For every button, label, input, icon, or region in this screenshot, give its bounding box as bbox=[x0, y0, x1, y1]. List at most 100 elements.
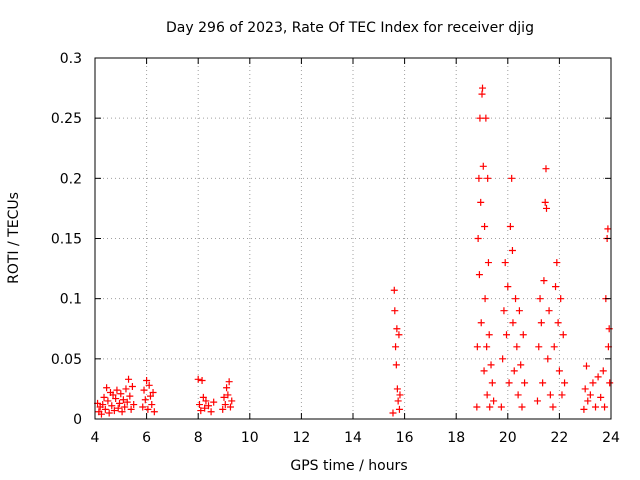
y-tick-label: 0.3 bbox=[60, 51, 82, 67]
data-point bbox=[605, 325, 613, 333]
data-point bbox=[606, 379, 614, 387]
data-point bbox=[205, 402, 213, 410]
data-point bbox=[537, 319, 545, 327]
data-point bbox=[488, 379, 496, 387]
data-point bbox=[533, 397, 541, 405]
data-point bbox=[393, 325, 401, 333]
data-point bbox=[219, 405, 227, 413]
data-point bbox=[594, 373, 602, 381]
y-axis-label: ROTI / TECUs bbox=[6, 192, 22, 284]
data-point bbox=[223, 384, 231, 392]
x-tick-label: 10 bbox=[241, 430, 259, 446]
data-point bbox=[112, 395, 120, 403]
data-point bbox=[226, 403, 234, 411]
y-tick-label: 0.2 bbox=[60, 171, 82, 187]
data-point bbox=[100, 393, 108, 401]
data-point bbox=[477, 319, 485, 327]
x-tick-label: 8 bbox=[194, 430, 203, 446]
data-point bbox=[113, 386, 121, 394]
data-point bbox=[220, 393, 228, 401]
data-point bbox=[540, 277, 548, 285]
data-point bbox=[210, 398, 218, 406]
data-point bbox=[117, 390, 125, 398]
data-points bbox=[94, 84, 614, 418]
data-point bbox=[483, 343, 491, 351]
data-point bbox=[123, 398, 131, 406]
data-point bbox=[554, 319, 562, 327]
data-point bbox=[561, 379, 569, 387]
data-point bbox=[207, 408, 215, 416]
data-point bbox=[125, 375, 133, 383]
x-tick-label: 12 bbox=[292, 430, 310, 446]
data-point bbox=[391, 307, 399, 315]
data-point bbox=[108, 402, 116, 410]
data-point bbox=[228, 397, 236, 405]
data-point bbox=[395, 405, 403, 413]
x-tick-label: 14 bbox=[344, 430, 362, 446]
data-point bbox=[140, 386, 148, 394]
data-point bbox=[482, 114, 490, 122]
data-point bbox=[481, 222, 489, 230]
data-point bbox=[103, 384, 111, 392]
data-point bbox=[559, 331, 567, 339]
data-point bbox=[485, 331, 493, 339]
data-point bbox=[519, 331, 527, 339]
data-point bbox=[144, 405, 152, 413]
data-point bbox=[475, 271, 483, 279]
data-point bbox=[477, 198, 485, 206]
data-point bbox=[582, 362, 590, 370]
x-tick-label: 4 bbox=[91, 430, 100, 446]
data-point bbox=[552, 283, 560, 291]
data-point bbox=[194, 375, 202, 383]
data-point bbox=[599, 367, 607, 375]
data-point bbox=[128, 383, 136, 391]
y-tick-label: 0.25 bbox=[51, 111, 82, 127]
data-point bbox=[126, 392, 134, 400]
data-point bbox=[557, 295, 565, 303]
data-point bbox=[99, 401, 107, 409]
data-point bbox=[514, 391, 522, 399]
data-point bbox=[201, 404, 209, 412]
data-point bbox=[500, 307, 508, 315]
data-point bbox=[393, 385, 401, 393]
data-point bbox=[392, 343, 400, 351]
data-point bbox=[490, 397, 498, 405]
data-point bbox=[499, 355, 507, 363]
data-point bbox=[481, 295, 489, 303]
data-point bbox=[508, 247, 516, 255]
data-point bbox=[487, 361, 495, 369]
data-point bbox=[584, 397, 592, 405]
data-point bbox=[597, 393, 605, 401]
data-point bbox=[478, 90, 486, 98]
data-point bbox=[480, 367, 488, 375]
data-point bbox=[474, 235, 482, 242]
data-point bbox=[553, 259, 561, 267]
data-point bbox=[549, 403, 557, 411]
data-point bbox=[601, 403, 609, 411]
x-tick-label: 22 bbox=[550, 430, 568, 446]
data-point bbox=[475, 174, 483, 182]
data-point bbox=[221, 401, 229, 409]
data-point bbox=[395, 331, 403, 339]
data-point bbox=[512, 295, 520, 303]
data-point bbox=[118, 408, 126, 416]
data-point bbox=[558, 391, 566, 399]
data-point bbox=[150, 408, 158, 416]
data-point bbox=[604, 225, 612, 233]
data-point bbox=[197, 407, 205, 415]
data-point bbox=[116, 399, 124, 407]
data-point bbox=[224, 391, 232, 399]
data-point bbox=[109, 391, 117, 399]
data-point bbox=[545, 307, 553, 315]
data-point bbox=[486, 403, 494, 411]
data-point bbox=[483, 391, 491, 399]
y-tick-label: 0 bbox=[73, 412, 82, 428]
data-point bbox=[114, 404, 122, 412]
data-point bbox=[518, 403, 526, 411]
data-point bbox=[550, 343, 558, 351]
data-point bbox=[508, 174, 516, 182]
grid-lines bbox=[95, 58, 611, 419]
data-point bbox=[390, 286, 398, 294]
data-point bbox=[510, 367, 518, 375]
